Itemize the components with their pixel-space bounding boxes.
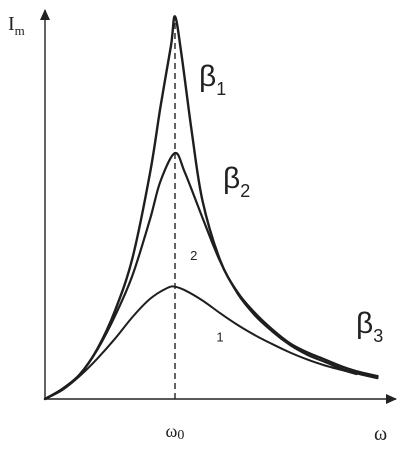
series-line-3 xyxy=(44,285,358,400)
series-label-beta3: β3 xyxy=(356,307,383,346)
y-axis-label: Im xyxy=(8,13,25,38)
x-axis-label: ω xyxy=(374,423,387,445)
series-line-2 xyxy=(43,151,379,401)
series-label-beta1: β1 xyxy=(199,60,226,99)
series-label-beta2: β2 xyxy=(223,162,250,201)
annotation-1: 1 xyxy=(216,329,223,344)
annotation-2: 2 xyxy=(190,248,197,263)
x-tick-label-omega0: ω0 xyxy=(166,421,185,443)
series-line-1 xyxy=(43,15,379,401)
